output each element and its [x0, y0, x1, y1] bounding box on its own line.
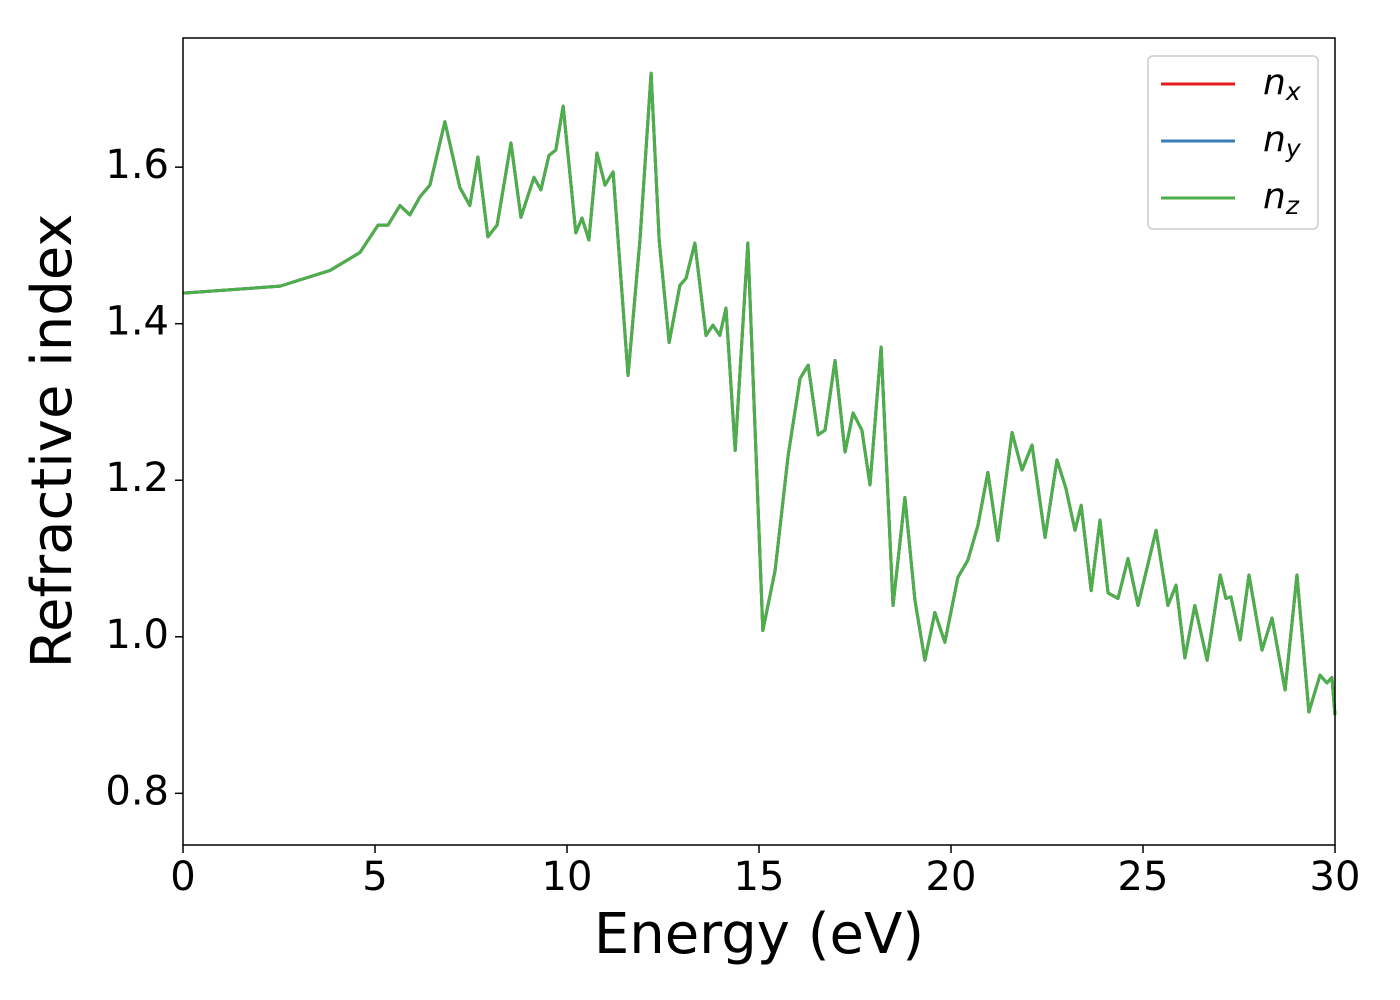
x-axis-label: Energy (eV) — [594, 902, 924, 967]
y-tick-label: 1.6 — [105, 142, 169, 188]
x-tick-label: 0 — [170, 854, 195, 900]
legend-label: ny — [1263, 119, 1302, 163]
x-tick-label: 5 — [362, 854, 387, 900]
legend-label: nz — [1263, 176, 1300, 220]
x-tick-label: 20 — [926, 854, 977, 900]
x-tick-label: 15 — [734, 854, 785, 900]
x-tick-label: 25 — [1118, 854, 1169, 900]
line-series — [182, 71, 1337, 716]
y-axis-label: Refractive index — [20, 214, 85, 669]
y-tick-label: 1.0 — [105, 612, 169, 658]
x-tick-label: 10 — [542, 854, 593, 900]
y-tick-label: 1.2 — [105, 455, 169, 501]
plot-frame — [182, 37, 1336, 846]
legend-label: nx — [1263, 62, 1301, 106]
y-tick-label: 1.4 — [105, 299, 169, 345]
y-tick-label: 0.8 — [105, 768, 169, 814]
x-tick-label: 30 — [1310, 854, 1361, 900]
